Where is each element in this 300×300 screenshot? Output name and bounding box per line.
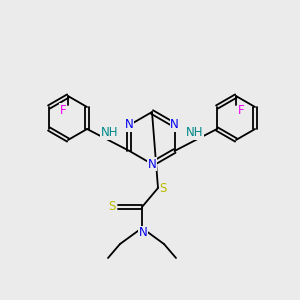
Text: N: N: [170, 118, 179, 131]
Text: F: F: [60, 103, 66, 116]
Text: N: N: [139, 226, 147, 239]
Text: NH: NH: [100, 127, 118, 140]
Text: N: N: [125, 118, 134, 131]
Text: S: S: [108, 200, 116, 214]
Text: N: N: [148, 158, 156, 170]
Text: S: S: [159, 182, 167, 196]
Text: F: F: [238, 103, 244, 116]
Text: NH: NH: [186, 127, 203, 140]
